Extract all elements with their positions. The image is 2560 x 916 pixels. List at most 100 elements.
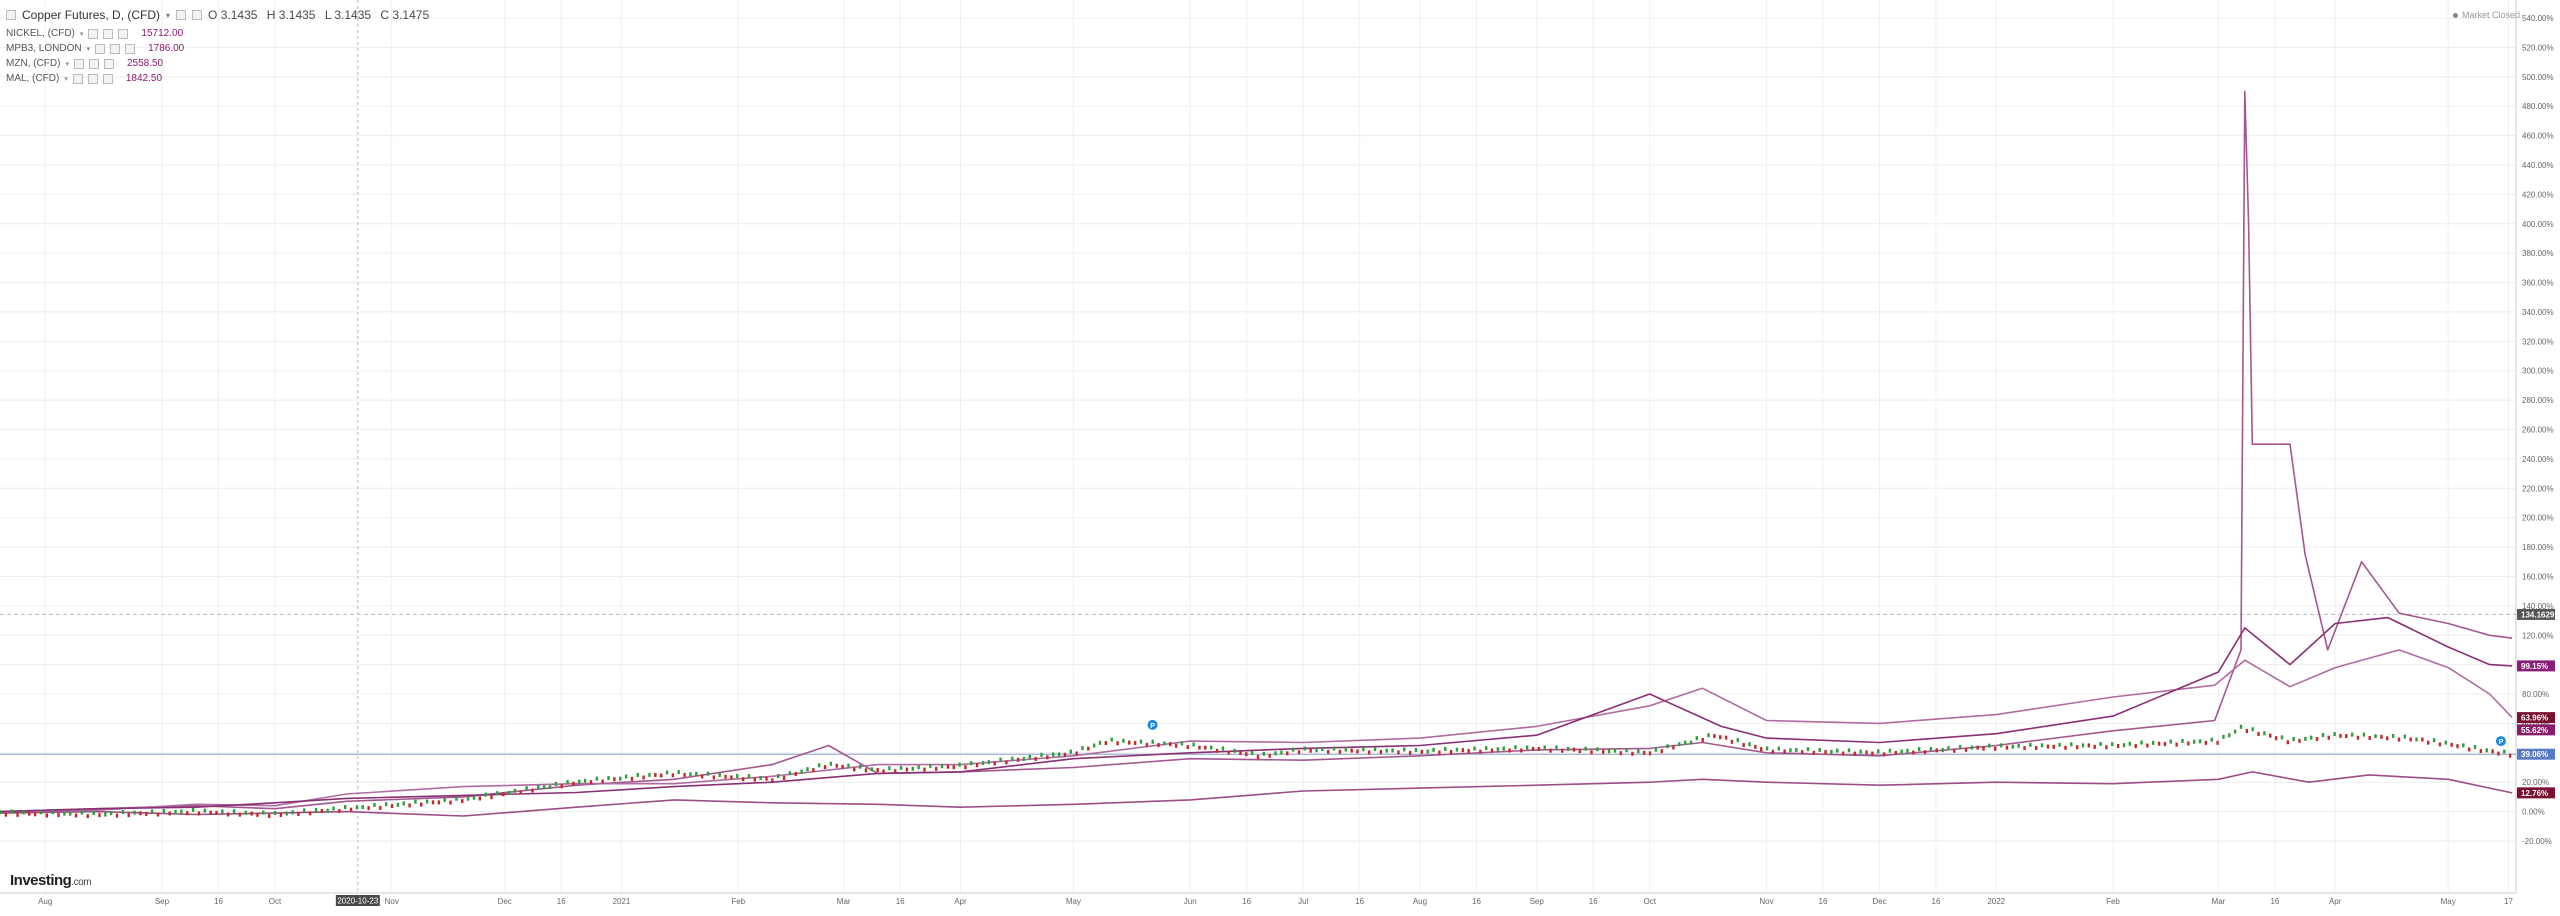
candle xyxy=(876,768,879,773)
overlay-row[interactable]: NICKEL, (CFD) ▾ 15712.00 xyxy=(6,26,435,41)
collapse-icon[interactable] xyxy=(6,10,16,20)
settings-icon[interactable] xyxy=(88,58,99,69)
x-tick-label: Mar xyxy=(837,897,851,906)
candle xyxy=(1561,748,1564,753)
candle xyxy=(1110,737,1113,742)
candle xyxy=(133,810,136,815)
candle xyxy=(2192,739,2196,744)
candle xyxy=(1215,748,1219,753)
candle xyxy=(864,768,868,773)
candle xyxy=(964,765,967,770)
candle xyxy=(2216,740,2219,745)
settings-icon[interactable] xyxy=(176,10,187,20)
candle xyxy=(934,766,938,771)
candle xyxy=(2204,740,2208,745)
overlay-row[interactable]: MAL, (CFD) ▾ 1842.50 xyxy=(6,71,435,86)
candle xyxy=(1888,748,1892,753)
eye-icon[interactable] xyxy=(95,43,106,54)
overlay-label[interactable]: MAL, (CFD) xyxy=(6,73,60,84)
candle xyxy=(1432,747,1435,752)
eye-icon[interactable] xyxy=(88,28,99,39)
close-icon[interactable] xyxy=(102,73,113,84)
y-tick-label: 320.00% xyxy=(2522,337,2554,346)
candle xyxy=(2427,740,2430,745)
settings-icon[interactable] xyxy=(87,73,98,84)
candle xyxy=(1836,748,1839,753)
candle xyxy=(1871,751,1874,756)
dropdown-icon[interactable]: ▾ xyxy=(64,75,68,83)
close-icon[interactable] xyxy=(118,28,129,39)
y-tick-label: 80.00% xyxy=(2522,690,2549,699)
candle xyxy=(2005,745,2009,750)
eye-icon[interactable] xyxy=(73,58,84,69)
close-icon[interactable] xyxy=(192,10,203,20)
candle xyxy=(303,808,306,813)
close-icon[interactable] xyxy=(125,43,136,54)
candle xyxy=(525,786,528,791)
candle xyxy=(1286,751,1289,756)
candle xyxy=(1707,733,1710,738)
candle xyxy=(1754,744,1757,749)
candle xyxy=(1227,750,1230,755)
candle xyxy=(174,809,177,814)
candle xyxy=(250,811,253,816)
candle xyxy=(1988,743,1991,748)
candle xyxy=(1841,751,1845,756)
settings-icon[interactable] xyxy=(103,28,114,39)
x-tick-label: 16 xyxy=(896,897,905,906)
dropdown-icon[interactable]: ▾ xyxy=(166,10,171,20)
candle xyxy=(215,810,218,815)
y-tick-label: 340.00% xyxy=(2522,308,2554,317)
candle xyxy=(2140,740,2143,745)
candle xyxy=(437,800,441,805)
y-tick-label: 240.00% xyxy=(2522,455,2554,464)
x-tick-label: 16 xyxy=(214,897,223,906)
candle xyxy=(1098,740,1102,745)
close-icon[interactable] xyxy=(103,58,114,69)
overlay-row[interactable]: MZN, (CFD) ▾ 2558.50 xyxy=(6,56,435,71)
x-tick-label: 17 xyxy=(2504,897,2513,906)
candle xyxy=(712,775,716,780)
candle xyxy=(853,767,856,772)
candle xyxy=(121,810,125,815)
candle xyxy=(1075,751,1078,756)
candle xyxy=(981,761,985,766)
candle xyxy=(2503,749,2506,754)
candle xyxy=(186,811,189,816)
candle xyxy=(1122,738,1125,743)
candle xyxy=(946,764,950,769)
overlay-label[interactable]: MZN, (CFD) xyxy=(6,58,61,69)
x-tick-label: Sep xyxy=(155,897,170,906)
candle xyxy=(1438,750,1441,755)
dropdown-icon[interactable]: ▾ xyxy=(65,60,69,68)
candle xyxy=(1309,748,1312,753)
candle xyxy=(2064,745,2067,750)
candle xyxy=(1847,748,1851,753)
candle xyxy=(1362,747,1365,752)
dropdown-icon[interactable]: ▾ xyxy=(86,45,91,53)
candle xyxy=(1894,750,1897,755)
eye-icon[interactable] xyxy=(72,73,83,84)
candle xyxy=(1163,741,1166,746)
candle xyxy=(993,761,996,766)
candle xyxy=(1028,754,1032,759)
candle xyxy=(466,796,470,801)
instrument-title[interactable]: Copper Futures, D, (CFD) xyxy=(22,8,161,22)
candle xyxy=(1999,743,2003,748)
overlay-label[interactable]: NICKEL, (CFD) xyxy=(6,28,75,39)
candle xyxy=(2292,737,2295,742)
candle xyxy=(443,797,446,802)
dropdown-icon[interactable]: ▾ xyxy=(79,30,84,38)
candle xyxy=(168,811,171,816)
candle xyxy=(2233,729,2237,734)
candle xyxy=(1022,756,1026,761)
crosshair-date-label: 2020-10-23 xyxy=(337,897,378,906)
settings-icon[interactable] xyxy=(110,43,121,54)
candle xyxy=(1964,747,1968,752)
overlay-label[interactable]: MPB3, LONDON xyxy=(6,43,82,54)
market-status-text: Market Closed xyxy=(2461,10,2520,20)
overlay-row[interactable]: MPB3, LONDON ▾ 1786.00 xyxy=(6,41,435,56)
candle xyxy=(1256,754,1260,759)
